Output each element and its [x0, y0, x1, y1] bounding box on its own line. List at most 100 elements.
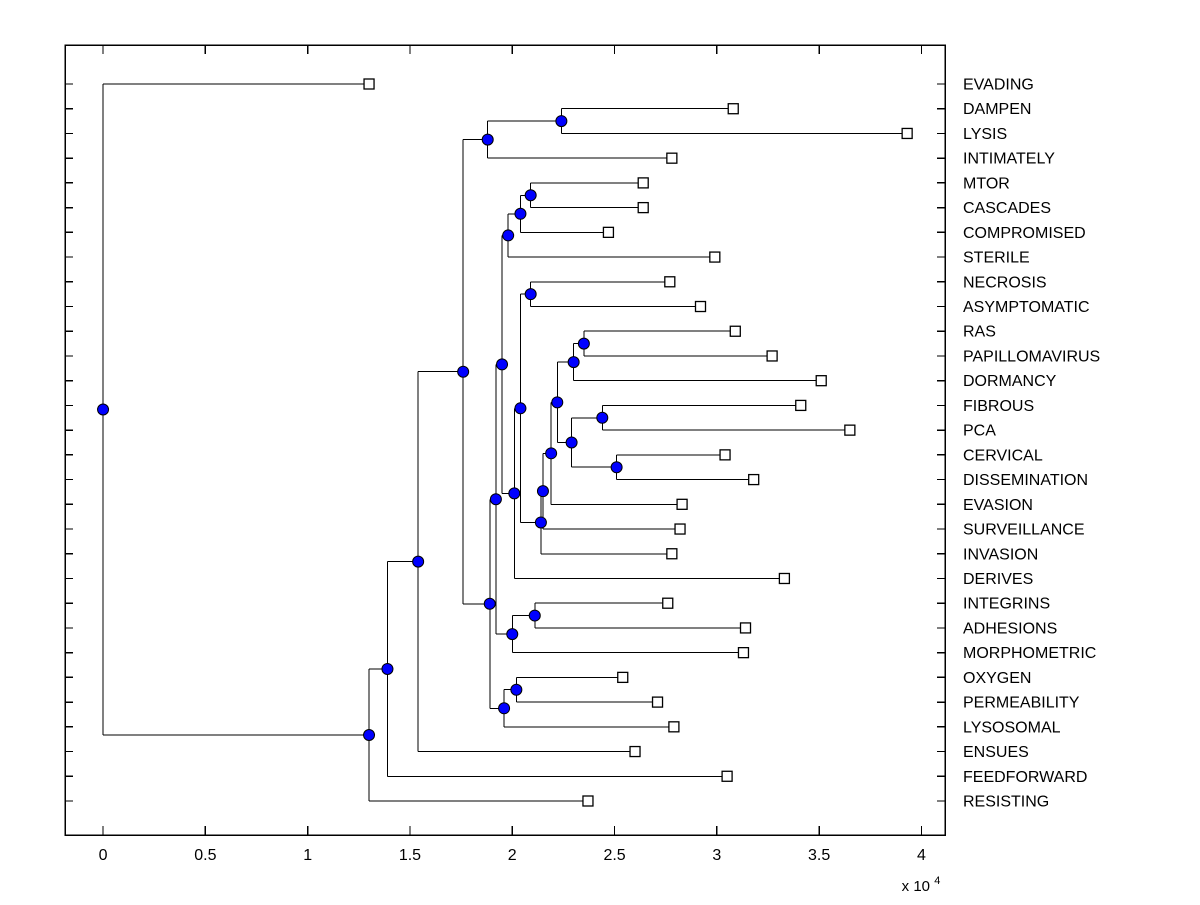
leaf-label: SURVEILLANCE	[963, 522, 1085, 539]
leaf-label: INTEGRINS	[963, 596, 1050, 613]
internal-node-marker	[555, 115, 568, 128]
leaf-marker	[901, 127, 913, 140]
x-axis-tick-label: 1	[303, 847, 312, 864]
internal-node-marker	[381, 662, 394, 675]
internal-node-marker	[565, 436, 578, 449]
internal-node-marker	[528, 609, 541, 622]
internal-node-marker	[502, 229, 515, 242]
leaf-label: OXYGEN	[963, 670, 1031, 687]
leaf-marker	[719, 449, 731, 461]
internal-node-marker	[489, 493, 502, 506]
leaf-label: ADHESIONS	[963, 620, 1057, 637]
leaf-label: EVADING	[963, 77, 1034, 94]
internal-node-marker	[596, 411, 609, 424]
internal-node-marker	[481, 133, 494, 146]
internal-node-marker	[363, 728, 376, 741]
x-axis-tick-label: 0.5	[194, 847, 216, 864]
x-axis-tick-label: 3	[712, 847, 721, 864]
leaf-label: COMPROMISED	[963, 225, 1086, 242]
leaf-marker	[637, 177, 649, 189]
internal-node-marker	[551, 396, 564, 409]
leaf-label: LYSOSOMAL	[963, 719, 1061, 736]
internal-node-marker	[498, 702, 511, 715]
internal-node-marker	[536, 485, 549, 498]
leaf-marker	[778, 572, 791, 585]
internal-node-marker	[97, 403, 110, 416]
internal-node-marker	[524, 288, 537, 301]
leaf-marker	[844, 424, 856, 436]
leaf-label: DISSEMINATION	[963, 472, 1088, 489]
internal-node-marker	[514, 402, 527, 415]
leaf-marker	[737, 647, 750, 659]
leaf-marker	[666, 152, 678, 164]
x-axis-tick-label: 2.5	[603, 847, 625, 864]
internal-node-marker	[496, 358, 509, 371]
leaf-marker	[694, 300, 707, 313]
x-axis-tick-label: 1.5	[399, 847, 421, 864]
leaf-marker	[637, 201, 649, 214]
leaf-marker	[629, 745, 641, 758]
leaf-label: FEEDFORWARD	[963, 769, 1087, 786]
x-axis-tick-label: 2	[508, 847, 517, 864]
leaf-marker	[739, 622, 752, 634]
leaf-label: MTOR	[963, 175, 1010, 192]
leaf-label: RAS	[963, 324, 996, 341]
leaf-label: MORPHOMETRIC	[963, 645, 1096, 662]
leaf-marker	[602, 226, 615, 238]
leaf-label: DERIVES	[963, 571, 1033, 588]
leaf-label: DORMANCY	[963, 373, 1057, 390]
leaf-label: ASYMPTOMATIC	[963, 299, 1090, 316]
leaf-marker	[651, 696, 664, 708]
leaf-marker	[668, 721, 680, 733]
internal-node-marker	[510, 683, 523, 696]
internal-node-marker	[545, 447, 558, 460]
leaf-marker	[727, 103, 739, 115]
leaf-marker	[662, 597, 674, 609]
x-axis-tick-label: 0	[99, 847, 108, 864]
internal-node-marker	[483, 597, 496, 610]
x-axis-multiplier-label: x 10 4	[902, 875, 941, 895]
leaf-label: STERILE	[963, 250, 1030, 267]
internal-node-marker	[567, 356, 580, 369]
leaf-label: ENSUES	[963, 744, 1029, 761]
leaf-label: PAPILLOMAVIRUS	[963, 348, 1100, 365]
leaf-label: PERMEABILITY	[963, 695, 1080, 712]
internal-node-marker	[508, 487, 521, 500]
x-axis-tick-label: 4	[917, 847, 926, 864]
leaf-label: INVASION	[963, 546, 1038, 563]
leaf-marker	[664, 276, 676, 288]
plot-box	[64, 44, 946, 836]
leaf-marker	[748, 473, 760, 486]
leaf-label: FIBROUS	[963, 398, 1034, 415]
leaf-marker	[729, 325, 741, 337]
leaf-label: NECROSIS	[963, 274, 1047, 291]
leaf-marker	[582, 795, 594, 807]
leaf-marker	[674, 523, 686, 535]
leaf-marker	[795, 399, 807, 412]
internal-node-marker	[457, 365, 470, 378]
internal-node-marker	[610, 461, 623, 474]
internal-node-marker	[524, 189, 537, 202]
leaf-marker	[709, 251, 721, 263]
leaf-marker	[617, 671, 629, 684]
internal-node-marker	[506, 628, 519, 641]
internal-node-marker	[534, 516, 547, 529]
x-axis-tick-label: 3.5	[808, 847, 830, 864]
leaf-label: INTIMATELY	[963, 151, 1055, 168]
internal-node-marker	[514, 207, 527, 220]
internal-node-marker	[412, 555, 425, 568]
leaf-label: LYSIS	[963, 126, 1007, 143]
leaf-marker	[666, 548, 678, 560]
leaf-marker	[676, 498, 688, 510]
leaf-label: RESISTING	[963, 793, 1049, 810]
leaf-marker	[363, 78, 375, 90]
leaf-marker	[815, 375, 827, 387]
leaf-label: PCA	[963, 423, 996, 440]
leaf-marker	[766, 350, 778, 362]
leaf-marker	[721, 770, 733, 782]
leaf-label: CERVICAL	[963, 447, 1043, 464]
internal-node-marker	[577, 337, 590, 350]
leaf-label: DAMPEN	[963, 101, 1031, 118]
